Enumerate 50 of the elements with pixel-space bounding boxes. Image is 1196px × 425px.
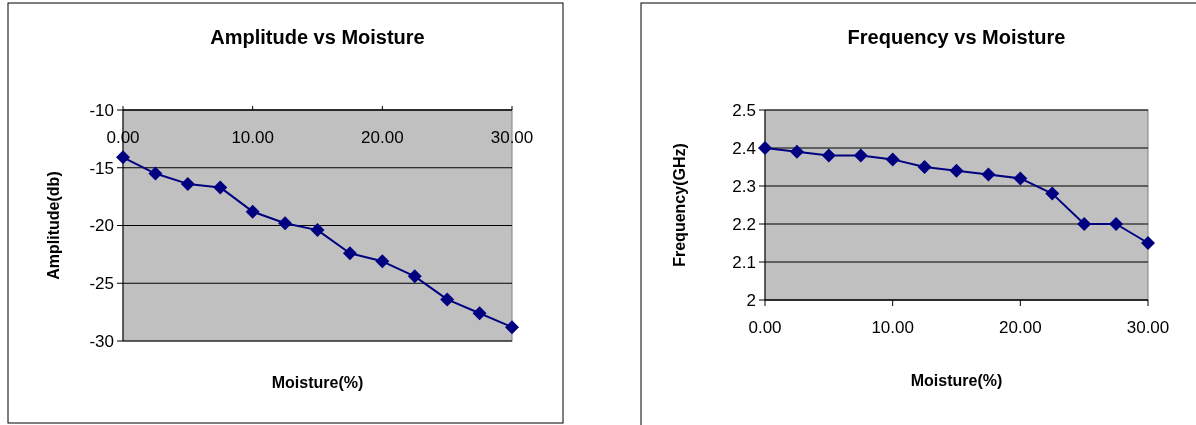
point <box>472 306 487 321</box>
y-tick-label: 2.5 <box>732 100 756 120</box>
y-tick-label: 2.1 <box>732 252 756 272</box>
point <box>853 148 868 163</box>
point <box>1077 217 1092 231</box>
point <box>375 254 390 269</box>
x-axis-title: Moisture(%) <box>271 374 364 391</box>
x-tick-label: 20.00 <box>999 318 1042 337</box>
x-tick-label: 30.00 <box>490 128 534 147</box>
point <box>245 204 260 219</box>
point <box>180 176 195 191</box>
y-tick-label: 2.4 <box>732 138 756 158</box>
y-tick-label: 2 <box>746 290 756 310</box>
y-tick-label: -30 <box>89 331 114 351</box>
point <box>213 180 228 195</box>
point <box>1013 171 1028 186</box>
point <box>116 150 130 165</box>
x-axis-title: Moisture(%) <box>910 372 1003 389</box>
y-tick-label: -20 <box>89 216 114 236</box>
chart-title: Frequency vs Moisture <box>847 26 1066 48</box>
x-tick-label: 30.00 <box>1126 318 1170 337</box>
point <box>981 167 996 182</box>
y-tick-label: -10 <box>89 100 114 120</box>
point <box>505 320 519 335</box>
point <box>885 152 900 167</box>
y-tick-label: 2.2 <box>732 214 756 234</box>
point <box>1045 186 1060 201</box>
point <box>789 144 804 159</box>
point <box>342 246 357 261</box>
y-tick-label: 2.3 <box>732 176 756 196</box>
y-tick-label: -15 <box>89 158 114 178</box>
point <box>1141 236 1155 250</box>
point <box>278 216 293 231</box>
point <box>407 269 422 284</box>
x-tick-label: 20.00 <box>361 128 404 147</box>
y-axis-title: Amplitude(db) <box>45 171 62 280</box>
y-tick-label: -25 <box>89 274 114 294</box>
x-tick-label: 10.00 <box>871 318 914 337</box>
point <box>440 292 455 307</box>
chart-title: Amplitude vs Moisture <box>210 26 425 48</box>
point <box>758 141 772 155</box>
point <box>949 163 964 178</box>
point <box>821 148 836 163</box>
point <box>1109 217 1124 231</box>
y-axis-title: Frequency(GHz) <box>671 143 688 267</box>
x-tick-label: 10.00 <box>231 128 274 147</box>
point <box>148 166 163 181</box>
point <box>310 223 325 238</box>
point <box>917 160 932 174</box>
x-tick-label: 0.00 <box>748 318 782 337</box>
